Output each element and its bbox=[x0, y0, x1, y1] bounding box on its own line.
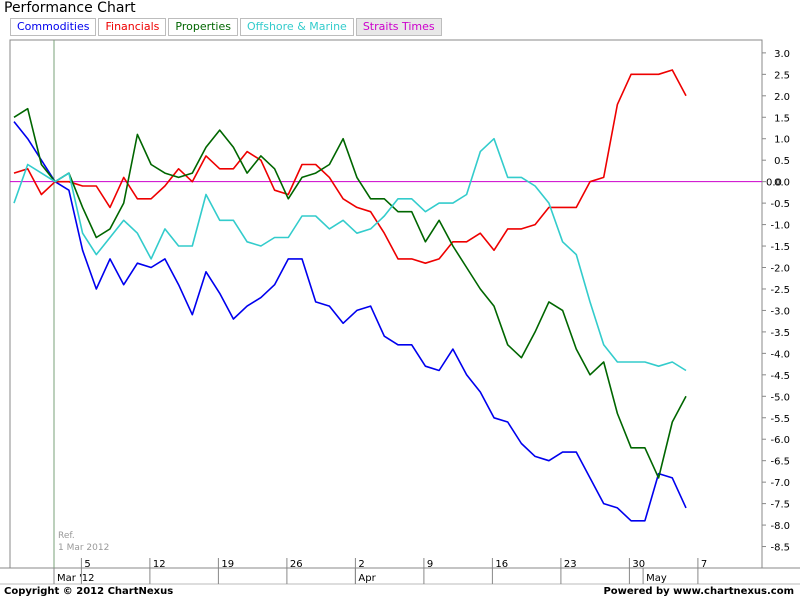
x-date-label: 9 bbox=[427, 559, 433, 570]
x-date-label: 16 bbox=[495, 559, 508, 570]
x-date-label: 2 bbox=[358, 559, 364, 570]
reference-date: 1 Mar 2012 bbox=[58, 543, 109, 553]
series-line-commodities bbox=[13, 121, 687, 522]
legend-item-properties[interactable]: Properties bbox=[168, 18, 238, 36]
powered-by-text: Powered by www.chartnexus.com bbox=[603, 586, 794, 597]
y-tick-label: -7.0 bbox=[770, 478, 790, 489]
y-tick-label: 0.0 bbox=[774, 178, 790, 189]
x-date-label: 7 bbox=[701, 559, 707, 570]
y-tick-label: 3.0 bbox=[774, 49, 790, 60]
y-tick-label: -0.5 bbox=[770, 199, 790, 210]
y-tick-label: 2.0 bbox=[774, 92, 790, 103]
y-tick-label: -2.0 bbox=[770, 264, 790, 275]
x-date-label: 26 bbox=[290, 559, 303, 570]
y-tick-label: -1.5 bbox=[770, 242, 790, 253]
y-tick-label: -4.0 bbox=[770, 349, 790, 360]
legend-item-straits-times[interactable]: Straits Times bbox=[355, 18, 442, 36]
y-tick-label: -2.5 bbox=[770, 285, 790, 296]
series-line-properties bbox=[13, 107, 687, 479]
x-date-label: 12 bbox=[153, 559, 166, 570]
y-tick-label: -8.5 bbox=[770, 543, 790, 554]
series-line-financials bbox=[13, 69, 687, 265]
x-month-label: Mar '12 bbox=[57, 573, 95, 584]
y-tick-label: 0.5 bbox=[774, 156, 790, 167]
x-date-label: 19 bbox=[221, 559, 234, 570]
x-month-label: Apr bbox=[358, 573, 376, 584]
x-date-label: 5 bbox=[84, 559, 90, 570]
series-line-offshore-marine bbox=[13, 137, 687, 372]
copyright-text: Copyright © 2012 ChartNexus bbox=[4, 586, 174, 597]
y-tick-label: -5.0 bbox=[770, 392, 790, 403]
legend-item-commodities[interactable]: Commodities bbox=[10, 18, 97, 36]
y-tick-label: 1.0 bbox=[774, 135, 790, 146]
y-tick-label: 2.5 bbox=[774, 70, 790, 81]
y-tick-label: -7.5 bbox=[770, 500, 790, 511]
y-tick-label: -3.0 bbox=[770, 306, 790, 317]
y-tick-label: -1.0 bbox=[770, 221, 790, 232]
y-tick-label: -6.5 bbox=[770, 457, 790, 468]
x-month-label: May bbox=[646, 573, 667, 584]
legend-item-offshore-marine[interactable]: Offshore & Marine bbox=[239, 18, 354, 36]
y-tick-label: 1.5 bbox=[774, 113, 790, 124]
x-date-label: 23 bbox=[564, 559, 577, 570]
y-tick-label: -6.0 bbox=[770, 435, 790, 446]
legend: Commodities Financials Properties Offsho… bbox=[10, 18, 442, 36]
y-tick-label: -8.0 bbox=[770, 521, 790, 532]
chart-title: Performance Chart bbox=[4, 0, 136, 16]
legend-item-financials[interactable]: Financials bbox=[98, 18, 167, 36]
reference-label: Ref. bbox=[58, 531, 75, 541]
y-tick-label: -5.5 bbox=[770, 414, 790, 425]
y-tick-label: -3.5 bbox=[770, 328, 790, 339]
y-tick-label: -4.5 bbox=[770, 371, 790, 382]
x-date-label: 30 bbox=[632, 559, 645, 570]
zero-line-label: 0.0 bbox=[766, 178, 782, 189]
plot-area bbox=[9, 39, 763, 569]
